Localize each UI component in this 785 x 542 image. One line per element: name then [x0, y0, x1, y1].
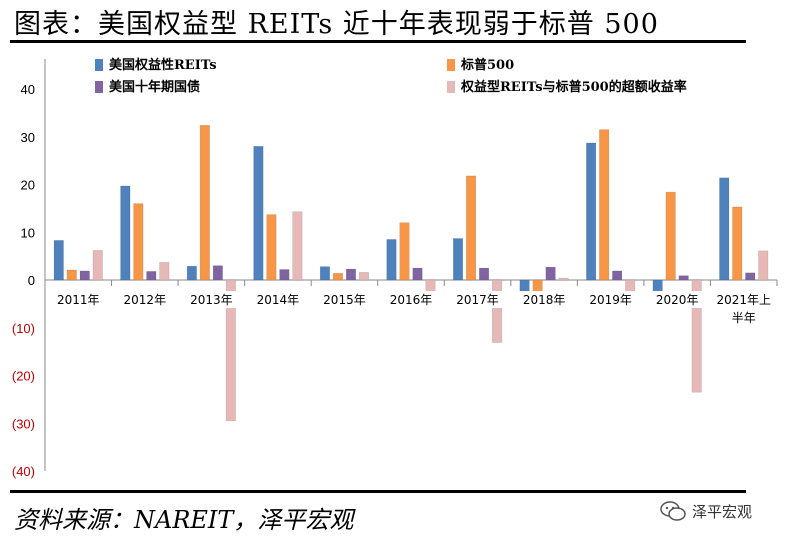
bar — [199, 124, 210, 281]
category-label-bg — [181, 291, 241, 308]
bar — [478, 267, 490, 281]
category-label: 2013年 — [190, 293, 233, 307]
legend-label: 标普500 — [460, 57, 514, 73]
category-label: 2018年 — [523, 293, 566, 307]
bar — [53, 240, 64, 281]
bar — [465, 175, 477, 281]
legend-layer: 美国权益性REITs 标普500 美国十年期国债 权益型REITs与标普500的超额收… — [95, 57, 687, 95]
category-label-bg — [647, 291, 707, 308]
category-label-bg — [381, 291, 441, 308]
bar — [133, 203, 144, 281]
bar — [146, 271, 157, 281]
chart-area: 40 30 20 10 0 (10) (20) (30) (40) 2011年 2012年 2013年… — [12, 57, 779, 479]
bar — [745, 272, 756, 281]
bar — [612, 270, 623, 281]
y-tick-label: (40) — [12, 464, 35, 479]
bar — [732, 206, 743, 281]
legend-swatch — [447, 81, 455, 93]
bar — [345, 268, 357, 281]
bar — [292, 211, 303, 281]
legend-swatch — [95, 81, 103, 93]
source-note: 资料来源：NAREIT，泽平宏观 — [14, 506, 354, 534]
bar — [678, 275, 689, 281]
bar — [412, 267, 423, 281]
y-tick-label: (10) — [12, 321, 35, 336]
y-tick-label: (30) — [12, 416, 35, 431]
ticks-layer: 40 30 20 10 0 (10) (20) (30) (40) 2011年 2012年 2013年… — [12, 82, 779, 479]
bar — [719, 177, 730, 281]
y-tick-label: 40 — [21, 82, 35, 97]
category-label-bg — [115, 291, 175, 308]
source-rule — [10, 490, 746, 493]
bar — [332, 273, 344, 281]
legend-label: 美国权益性REITs — [109, 57, 217, 73]
category-label: 2014年 — [257, 293, 300, 307]
category-label-bg — [708, 291, 779, 308]
category-label-bg — [448, 291, 508, 308]
brand-text: 泽平宏观 — [692, 502, 753, 521]
y-tick-label: 0 — [28, 273, 35, 288]
bar — [386, 239, 397, 281]
bar — [491, 279, 503, 343]
category-label: 半年 — [732, 311, 756, 325]
legend-swatch — [447, 59, 455, 71]
wechat-icon — [660, 501, 686, 521]
category-label: 2020年 — [656, 293, 699, 307]
bar — [558, 277, 569, 281]
bars-layer — [53, 124, 769, 422]
legend-label: 美国十年期国债 — [109, 79, 200, 95]
bar — [79, 270, 90, 281]
bar — [452, 238, 464, 281]
category-label-bg — [248, 291, 308, 308]
bar — [279, 269, 290, 281]
brand-mark: 泽平宏观 — [660, 500, 752, 522]
category-label: 2021年上 — [716, 293, 771, 307]
bar — [545, 266, 556, 281]
chart-title: 图表：美国权益型 REITs 近十年表现弱于标普 500 — [14, 9, 659, 40]
bar — [159, 262, 170, 281]
y-tick-label: 30 — [21, 130, 35, 145]
bar — [120, 185, 131, 281]
y-tick-label: 10 — [21, 225, 35, 240]
category-label-bg — [48, 291, 108, 308]
bar — [266, 214, 277, 281]
category-label: 2015年 — [323, 293, 366, 307]
category-label: 2017年 — [456, 293, 499, 307]
bar — [758, 250, 769, 281]
category-label: 2011年 — [57, 293, 100, 307]
category-label-bg — [730, 309, 757, 326]
bar — [691, 279, 702, 393]
category-label: 2019年 — [589, 293, 632, 307]
category-label: 2012年 — [124, 293, 167, 307]
bar — [586, 142, 597, 281]
category-label-bg — [514, 291, 574, 308]
bar — [319, 266, 331, 281]
category-label: 2016年 — [390, 293, 433, 307]
category-label-bg — [314, 291, 374, 308]
bar — [186, 265, 197, 281]
category-label-bg — [581, 291, 641, 308]
legend-label: 权益型REITs与标普500的超额收益率 — [460, 79, 687, 95]
bar — [599, 129, 610, 281]
title-rule — [10, 40, 746, 43]
y-tick-label: (20) — [12, 369, 35, 384]
bar — [358, 272, 370, 281]
bar — [92, 250, 103, 281]
bar — [66, 269, 77, 281]
bar — [225, 279, 236, 422]
bar — [399, 222, 410, 281]
legend-swatch — [95, 59, 103, 71]
y-tick-label: 20 — [21, 178, 35, 193]
bar — [212, 265, 223, 281]
bar — [665, 191, 676, 281]
bar — [253, 146, 264, 281]
